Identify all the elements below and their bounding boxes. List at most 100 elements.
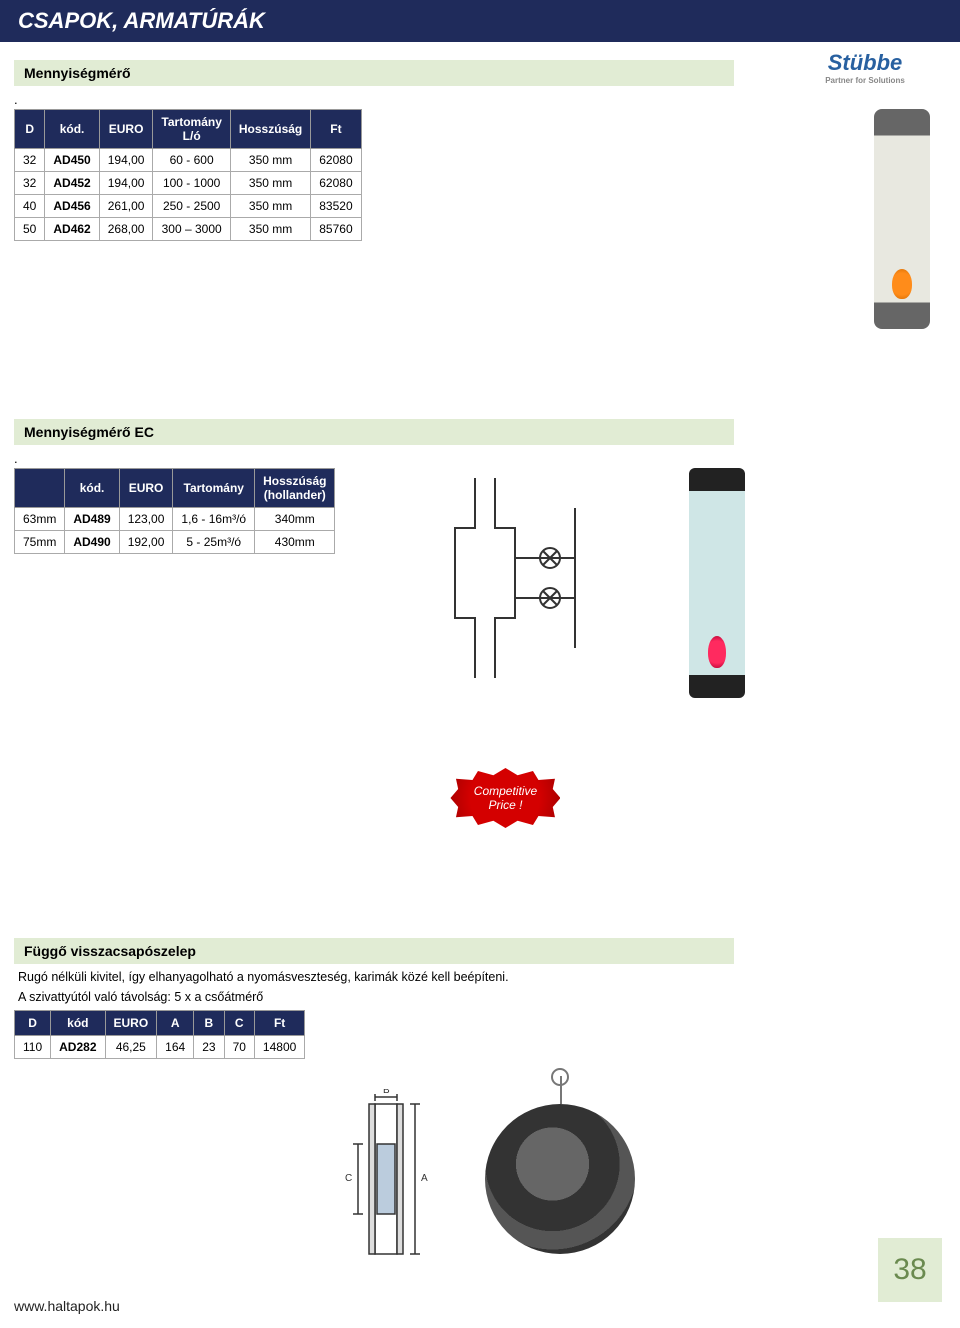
table-cell: 62080 (311, 172, 361, 195)
dot-1: . (14, 92, 960, 107)
table-cell: 250 - 2500 (153, 195, 230, 218)
table-row: 40AD456261,00250 - 2500350 mm83520 (15, 195, 362, 218)
section-title-2-text: Mennyiségmérő EC (24, 424, 154, 440)
table-cell: 46,25 (105, 1036, 157, 1059)
table-header-cell: kód. (45, 110, 99, 149)
section-title-2: Mennyiségmérő EC (14, 419, 734, 445)
section1-image-area (362, 109, 960, 329)
brand-logo: Stübbe Partner for Solutions (790, 50, 940, 85)
pipe-diagram (395, 468, 615, 688)
table-cell: 40 (15, 195, 45, 218)
table-cell: 350 mm (230, 149, 310, 172)
table-cell: 110 (15, 1036, 51, 1059)
table-2: kód.EUROTartományHosszúság (hollander) 6… (14, 468, 335, 554)
svg-text:B: B (383, 1089, 390, 1096)
table-cell: AD456 (45, 195, 99, 218)
table-cell: 350 mm (230, 172, 310, 195)
section2-image-area (615, 468, 775, 698)
table-header-cell: Tartomány (173, 469, 255, 508)
table-cell: 32 (15, 172, 45, 195)
section1-row: Dkód.EUROTartomány L/óHosszúságFt 32AD45… (14, 109, 960, 329)
table-cell: 123,00 (119, 508, 173, 531)
table-cell: AD462 (45, 218, 99, 241)
table-cell: 63mm (15, 508, 65, 531)
table-header-cell: Hosszúság (hollander) (255, 469, 335, 508)
table-header-cell: Ft (254, 1011, 304, 1036)
table-cell: 164 (157, 1036, 194, 1059)
table-cell: 300 – 3000 (153, 218, 230, 241)
diagram-area: Competitive Price ! (395, 468, 615, 828)
table-header-cell: A (157, 1011, 194, 1036)
table-cell: 75mm (15, 531, 65, 554)
price-burst: Competitive Price ! (450, 768, 560, 828)
table-cell: 85760 (311, 218, 361, 241)
table-header-cell: EURO (119, 469, 173, 508)
brand-name: Stübbe (790, 50, 940, 76)
table-cell: 261,00 (99, 195, 153, 218)
svg-text:C: C (345, 1173, 352, 1184)
section-title-1-text: Mennyiségmérő (24, 65, 131, 81)
table-header-cell: B (194, 1011, 224, 1036)
table-cell: 14800 (254, 1036, 304, 1059)
table-row: 110AD28246,25164237014800 (15, 1036, 305, 1059)
table-cell: AD490 (65, 531, 119, 554)
table-cell: 23 (194, 1036, 224, 1059)
section3-desc2: A szivattyútól való távolság: 5 x a csőá… (18, 990, 718, 1004)
table-cell: 194,00 (99, 172, 153, 195)
table-1: Dkód.EUROTartomány L/óHosszúságFt 32AD45… (14, 109, 362, 241)
table-3: DkódEUROABCFt 110AD28246,25164237014800 (14, 1010, 305, 1059)
table-cell: 83520 (311, 195, 361, 218)
table-header-cell: Hosszúság (230, 110, 310, 149)
check-valve-technical-drawing: B A C (325, 1089, 455, 1269)
table-cell: 32 (15, 149, 45, 172)
table-cell: 70 (224, 1036, 254, 1059)
table-header-cell: EURO (99, 110, 153, 149)
table-header-cell (15, 469, 65, 508)
table-header-cell: C (224, 1011, 254, 1036)
page-number-text: 38 (893, 1253, 926, 1287)
table-cell: 60 - 600 (153, 149, 230, 172)
section3-desc1: Rugó nélküli kivitel, így elhanyagolható… (18, 970, 718, 984)
svg-text:A: A (421, 1173, 428, 1184)
table-header-cell: D (15, 110, 45, 149)
section-title-1: Mennyiségmérő (14, 60, 734, 86)
table-header-cell: kód (51, 1011, 105, 1036)
table-cell: 62080 (311, 149, 361, 172)
table-row: 32AD452194,00100 - 1000350 mm62080 (15, 172, 362, 195)
table-row: 63mmAD489123,001,6 - 16m³/ó340mm (15, 508, 335, 531)
table-header-cell: D (15, 1011, 51, 1036)
table-cell: 350 mm (230, 195, 310, 218)
table-cell: 100 - 1000 (153, 172, 230, 195)
section3-diagrams: B A C (0, 1089, 960, 1269)
dot-2: . (14, 451, 960, 466)
table-cell: 1,6 - 16m³/ó (173, 508, 255, 531)
table-cell: AD489 (65, 508, 119, 531)
table-cell: AD282 (51, 1036, 105, 1059)
brand-tagline: Partner for Solutions (790, 76, 940, 85)
table-cell: AD450 (45, 149, 99, 172)
table-row: 32AD450194,0060 - 600350 mm62080 (15, 149, 362, 172)
table-row: 75mmAD490192,005 - 25m³/ó430mm (15, 531, 335, 554)
section-title-3-text: Függő visszacsapószelep (24, 943, 196, 959)
table-cell: AD452 (45, 172, 99, 195)
section-title-3: Függő visszacsapószelep (14, 938, 734, 964)
table-cell: 430mm (255, 531, 335, 554)
page-number: 38 (878, 1238, 942, 1302)
table-header-cell: Ft (311, 110, 361, 149)
table-cell: 268,00 (99, 218, 153, 241)
table-row: 50AD462268,00300 – 3000350 mm85760 (15, 218, 362, 241)
flowmeter-image-1 (874, 109, 930, 329)
table-cell: 50 (15, 218, 45, 241)
price-burst-text: Competitive Price ! (474, 784, 537, 812)
table-header-cell: Tartomány L/ó (153, 110, 230, 149)
table-cell: 5 - 25m³/ó (173, 531, 255, 554)
table-cell: 192,00 (119, 531, 173, 554)
table-header-cell: EURO (105, 1011, 157, 1036)
page-title: CSAPOK, ARMATÚRÁK (18, 8, 265, 33)
section2-row: kód.EUROTartományHosszúság (hollander) 6… (14, 468, 960, 828)
page-title-bar: CSAPOK, ARMATÚRÁK (0, 0, 960, 42)
table-header-cell: kód. (65, 469, 119, 508)
flowmeter-image-2 (689, 468, 745, 698)
table-cell: 340mm (255, 508, 335, 531)
table-cell: 350 mm (230, 218, 310, 241)
